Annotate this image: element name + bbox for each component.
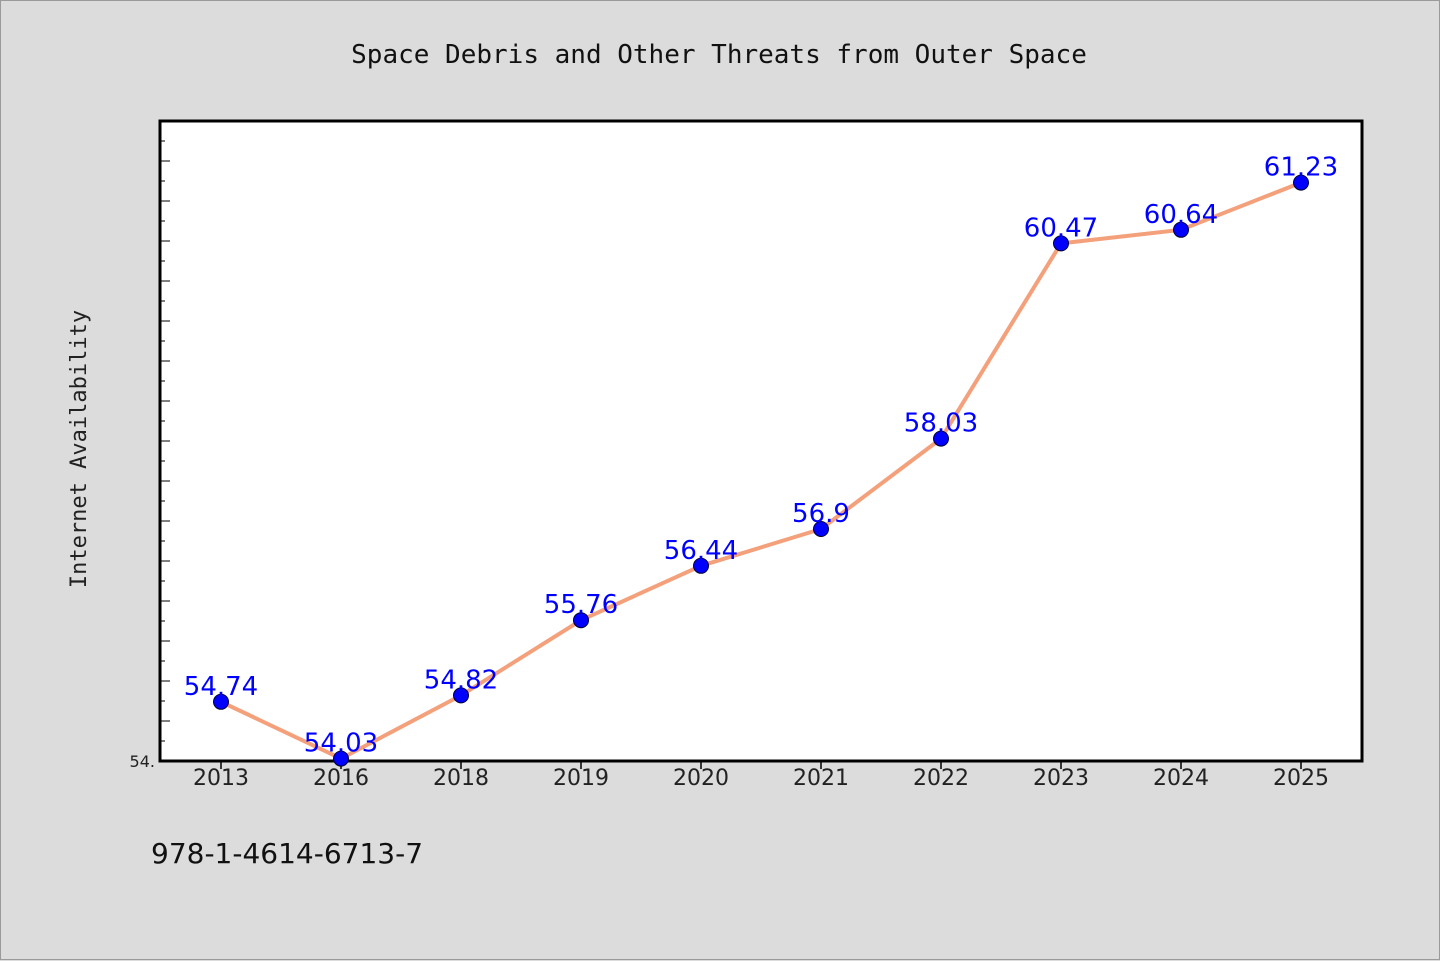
data-point [453,687,469,704]
plot-area [158,119,1364,763]
data-label: 54.82 [424,665,498,695]
x-tick-label: 2013 [193,766,249,791]
data-label: 58.03 [904,409,978,439]
data-point [933,430,949,447]
data-point [1053,235,1069,252]
series-line [219,180,1303,761]
x-tick-label: 2022 [913,766,969,791]
x-tick-label: 2025 [1273,766,1329,791]
data-labels: 54.74 54.03 54.82 55.76 56.44 56.9 58.03 60.47 6… [184,153,1338,759]
chart-title: Space Debris and Other Threats from Oute… [351,40,1087,70]
y-axis-label: Internet Availability [67,310,92,588]
data-point [213,693,229,710]
data-label: 60.64 [1144,200,1218,230]
data-point [573,612,589,629]
x-tick-label: 2021 [793,766,849,791]
data-point [1173,221,1189,238]
y-min-tick-label: 54. [130,752,155,771]
y-axis-ticks [160,120,170,762]
data-label: 60.47 [1024,213,1098,243]
data-label: 56.9 [792,499,850,529]
data-point [1293,174,1309,191]
data-label: 54.03 [304,729,378,759]
data-label: 54.74 [184,672,258,702]
isbn-footer: 978-1-4614-6713-7 [151,837,423,870]
data-label: 61.23 [1264,153,1338,183]
x-tick-label: 2020 [673,766,729,791]
data-point [333,750,349,767]
x-tick-label: 2018 [433,766,489,791]
x-tick-label: 2023 [1033,766,1089,791]
x-axis-ticks: 2013 2016 2018 2019 2020 2021 2022 2023 2024 2025 [193,761,1329,791]
data-point [813,521,829,537]
data-markers [213,174,1309,767]
series-line-group [219,180,1303,761]
x-tick-label: 2019 [553,766,609,791]
data-label: 55.76 [544,590,618,620]
x-tick-label: 2016 [313,766,369,791]
data-label: 56.44 [664,536,738,566]
x-tick-label: 2024 [1153,766,1209,791]
data-point [693,557,709,574]
